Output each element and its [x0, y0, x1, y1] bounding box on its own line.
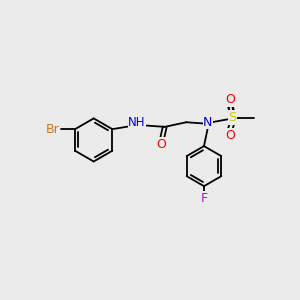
Text: O: O [225, 93, 235, 106]
Text: O: O [225, 129, 235, 142]
Text: F: F [200, 192, 208, 205]
Text: NH: NH [128, 116, 146, 129]
Text: N: N [203, 116, 212, 129]
Text: Br: Br [46, 123, 60, 136]
Text: S: S [229, 111, 236, 124]
Text: O: O [157, 138, 166, 151]
